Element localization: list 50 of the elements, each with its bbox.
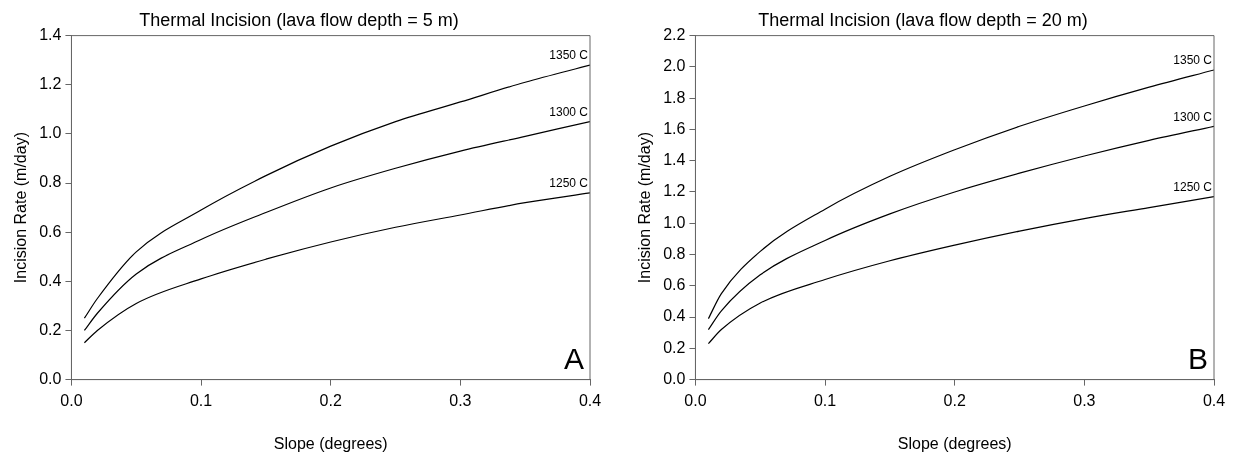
y-tick-label: 0.4: [663, 307, 686, 325]
x-tick-label: 0.1: [813, 391, 837, 409]
x-tick-label: 0.2: [319, 391, 342, 409]
chart-title: Thermal Incision (lava flow depth = 20 m): [758, 9, 1088, 30]
y-tick-label: 1.4: [39, 26, 62, 44]
x-axis-title: Slope (degrees): [897, 434, 1012, 452]
y-tick-label: 0.4: [39, 271, 62, 289]
y-tick-label: 1.2: [663, 182, 686, 200]
y-tick-label: 1.6: [663, 119, 686, 137]
y-tick-label: 1.2: [39, 75, 62, 93]
series-label: 1300 C: [1173, 109, 1213, 124]
y-tick-label: 0.6: [663, 276, 686, 294]
y-tick-label: 0.0: [663, 370, 686, 388]
x-tick-label: 0.3: [449, 391, 472, 409]
y-tick-label: 0.6: [39, 222, 62, 240]
x-tick-label: 0.2: [943, 391, 966, 409]
annotation: A: [563, 341, 584, 375]
y-tick-label: 0.8: [663, 244, 686, 262]
y-tick-label: 1.4: [663, 151, 686, 169]
x-tick-label: 0.4: [578, 391, 602, 409]
y-tick-label: 1.0: [663, 213, 686, 231]
series-label: 1300 C: [549, 104, 589, 119]
y-tick-label: 0.2: [663, 338, 686, 356]
series-label: 1250 C: [1173, 179, 1213, 194]
y-axis-title: Incision Rate (m/day): [12, 132, 30, 284]
chart-title: Thermal Incision (lava flow depth = 5 m): [139, 9, 459, 30]
y-tick-label: 2.2: [663, 26, 686, 44]
series-label: 1350 C: [1173, 53, 1213, 68]
series-label: 1350 C: [549, 48, 589, 63]
x-tick-label: 0.0: [684, 391, 707, 409]
x-tick-label: 0.1: [189, 391, 213, 409]
y-axis-title: Incision Rate (m/day): [636, 132, 654, 284]
series-label: 1250 C: [549, 176, 589, 191]
x-tick-label: 0.4: [1202, 391, 1226, 409]
line-series: [707, 125, 1214, 331]
line-series: [83, 121, 590, 332]
x-tick-label: 0.0: [60, 391, 83, 409]
y-tick-label: 2.0: [663, 57, 686, 75]
line-series: [707, 69, 1214, 320]
y-tick-label: 0.0: [39, 370, 62, 388]
line-series: [707, 196, 1214, 345]
y-tick-label: 1.0: [39, 124, 62, 142]
x-tick-label: 0.3: [1073, 391, 1096, 409]
annotation: B: [1187, 341, 1208, 375]
x-axis-title: Slope (degrees): [273, 434, 388, 452]
y-tick-label: 0.8: [39, 173, 62, 191]
line-series: [83, 192, 590, 344]
y-tick-label: 1.8: [663, 88, 686, 106]
line-series: [83, 64, 590, 319]
y-tick-label: 0.2: [39, 320, 62, 338]
